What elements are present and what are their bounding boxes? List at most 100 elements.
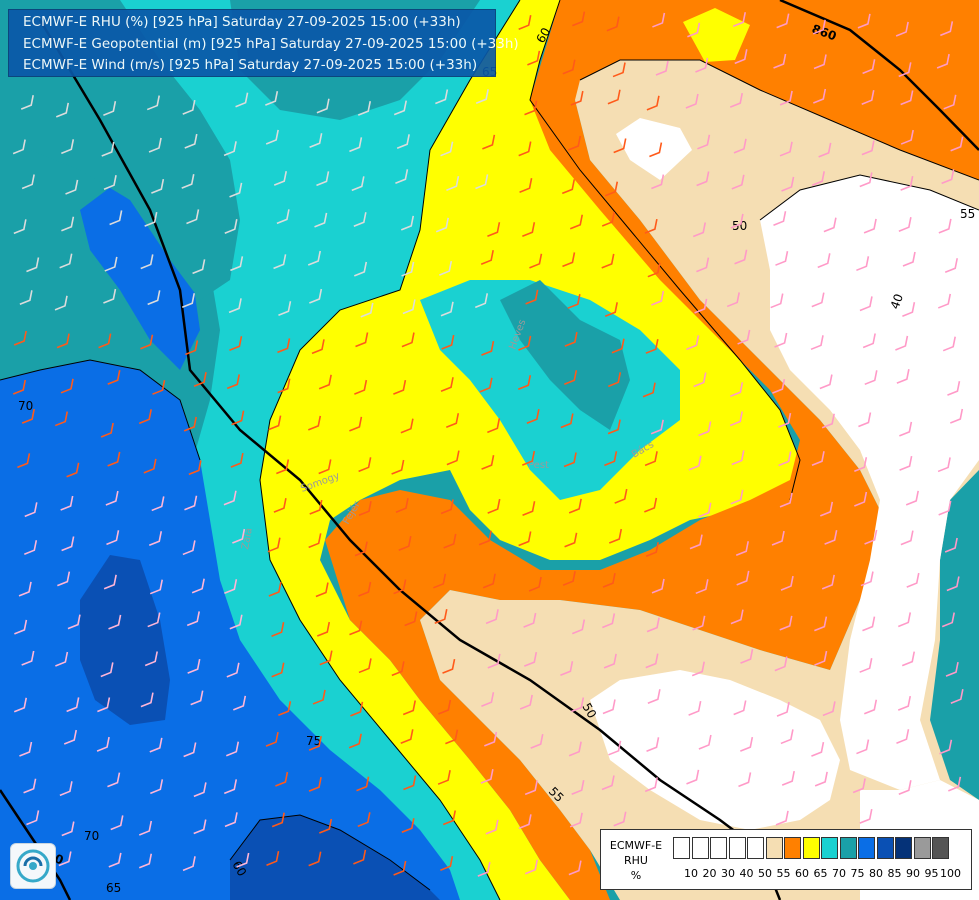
wind-barb <box>686 769 700 785</box>
wind-barb <box>569 812 583 828</box>
wind-barb <box>185 340 199 356</box>
wind-barb <box>698 502 712 518</box>
wind-barb <box>14 619 28 635</box>
wind-barb <box>182 856 196 872</box>
wind-barb <box>858 412 872 428</box>
wind-barb <box>811 741 825 757</box>
wind-barb <box>523 612 537 628</box>
wind-barb <box>779 141 793 157</box>
wind-barb <box>55 651 69 667</box>
wind-barb <box>148 137 162 153</box>
wind-barb <box>562 571 576 586</box>
wind-barb <box>601 253 615 269</box>
wind-barb <box>273 498 287 513</box>
wind-barb <box>148 531 163 546</box>
wind-barb <box>107 772 121 788</box>
wind-barb <box>691 661 705 677</box>
wind-barb <box>814 616 828 632</box>
wind-barb <box>311 339 325 355</box>
wind-barb <box>780 729 794 745</box>
wind-barb <box>860 571 874 587</box>
wind-barb <box>612 62 626 78</box>
wind-barb <box>440 499 454 515</box>
rh-55-60-region <box>325 0 979 900</box>
wind-barb <box>357 812 371 828</box>
wind-barb <box>859 296 873 312</box>
wind-barb <box>561 179 576 195</box>
wind-barb <box>393 860 407 876</box>
ecmwf-logo-icon <box>10 843 56 889</box>
wind-barbs <box>12 11 964 877</box>
legend-swatch <box>895 837 912 859</box>
wind-barb <box>647 689 661 704</box>
wind-barb <box>778 412 792 428</box>
wind-barb <box>779 90 793 106</box>
wind-barb <box>17 453 31 469</box>
wind-barb <box>644 497 658 513</box>
wind-barb <box>528 576 542 592</box>
wind-barb <box>223 779 238 795</box>
wind-barb <box>18 581 32 597</box>
wind-barb <box>354 541 368 557</box>
title-panel: ECMWF-E RHU (%) [925 hPa] Saturday 27-09… <box>8 9 519 77</box>
wind-barb <box>105 490 119 506</box>
wind-barb <box>740 736 754 752</box>
wind-barb <box>54 295 68 311</box>
wind-barb <box>478 530 492 546</box>
wind-barb <box>563 452 577 468</box>
wind-barb <box>740 648 754 664</box>
wind-barb <box>738 772 752 788</box>
wind-barb <box>854 491 868 507</box>
wind-barb <box>348 733 362 749</box>
wind-barb <box>902 302 916 317</box>
contour-label-40: 40 <box>888 292 906 311</box>
wind-barb <box>433 573 447 589</box>
wind-barb <box>529 253 543 269</box>
wind-barb <box>401 261 415 277</box>
wind-barb <box>271 622 285 637</box>
wind-barb <box>26 257 40 273</box>
wind-barb <box>107 451 121 467</box>
wind-barb <box>859 658 873 673</box>
wind-barb <box>730 382 744 398</box>
wind-barb <box>937 457 951 473</box>
legend-label: 20 <box>702 867 717 880</box>
wind-barb <box>229 614 243 630</box>
wind-barb <box>271 662 285 678</box>
wind-barb <box>776 701 790 717</box>
wind-barb <box>567 294 581 309</box>
wind-barb <box>517 375 532 391</box>
wind-barb <box>275 771 289 787</box>
wind-barb <box>19 741 33 757</box>
wind-barb <box>818 142 832 158</box>
wind-barb <box>525 289 539 305</box>
wind-barb <box>402 700 416 716</box>
wind-barb <box>735 541 749 556</box>
wind-barb <box>770 293 784 309</box>
wind-barb <box>821 574 835 590</box>
wind-barb <box>694 298 708 314</box>
wind-barb <box>945 661 959 677</box>
wind-barb <box>224 219 238 234</box>
wind-barb <box>109 210 123 226</box>
wind-barb <box>647 262 661 278</box>
rh-80-85-region-south <box>230 815 440 900</box>
wind-barb <box>822 701 836 717</box>
wind-barb <box>611 338 625 354</box>
wind-barb <box>524 859 539 875</box>
wind-barb <box>732 12 747 27</box>
wind-barb <box>570 90 584 106</box>
wind-barb <box>193 372 207 387</box>
wind-barb <box>902 251 916 267</box>
legend-swatch <box>913 837 931 859</box>
wind-barb <box>813 88 827 104</box>
wind-barb <box>778 451 792 467</box>
wind-barb <box>395 169 409 185</box>
wind-barb <box>862 616 876 632</box>
wind-barb <box>232 528 246 544</box>
wind-barb <box>944 537 958 553</box>
wind-barb <box>149 737 163 753</box>
wind-barb <box>351 176 365 192</box>
wind-barb <box>646 95 660 111</box>
